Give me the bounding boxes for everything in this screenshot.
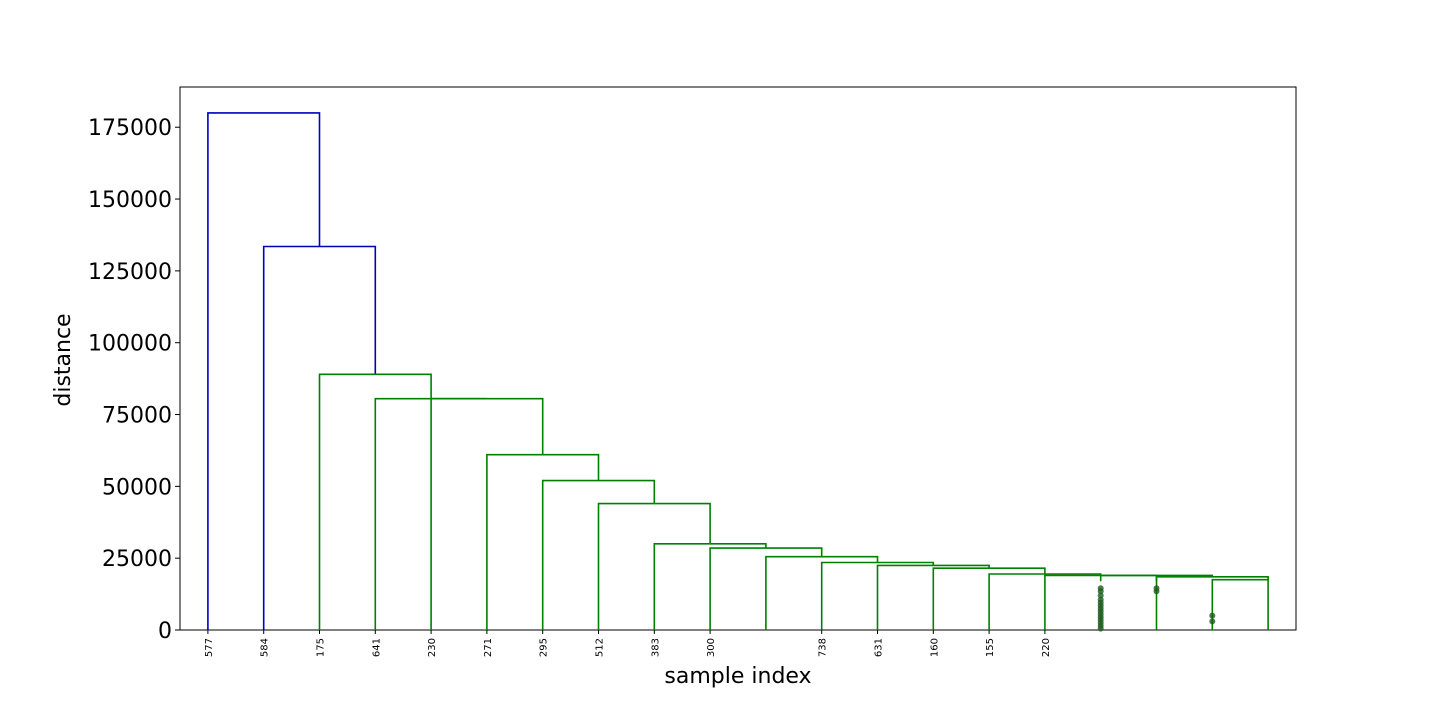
x-tick-label: 160 xyxy=(929,638,940,657)
dendrogram-link xyxy=(932,567,1046,630)
dendrogram-link xyxy=(653,542,767,630)
dendrogram-links xyxy=(207,112,1269,630)
x-axis-label: sample index xyxy=(664,664,811,689)
dendrogram-link xyxy=(486,453,600,630)
dendrogram-link xyxy=(597,502,711,630)
y-axis-label: distance xyxy=(51,313,76,406)
x-tick-label: 577 xyxy=(204,638,215,657)
plot-area xyxy=(179,86,1297,631)
leaf-dots xyxy=(1097,585,1216,632)
x-tick-label: 512 xyxy=(595,638,606,657)
x-tick-label: 738 xyxy=(818,638,829,657)
x-tick-label: 300 xyxy=(706,638,717,657)
dendrogram-link xyxy=(207,112,321,630)
leaf-dot xyxy=(1209,618,1216,625)
x-tick-label: 220 xyxy=(1041,638,1052,657)
y-axis-ticks: 0 25000 50000 75000 100000 125000 150000 175000 xyxy=(88,116,180,644)
leaf-dot xyxy=(1097,592,1104,599)
x-tick-label: 271 xyxy=(483,638,494,657)
x-axis-ticks: 577 584 175 641 230 271 295 512 383 300 738 631 160 1… xyxy=(204,630,1052,657)
leaf-dot xyxy=(1097,588,1104,595)
x-tick-label: 175 xyxy=(316,638,327,657)
y-tick-label: 0 xyxy=(158,619,172,644)
dendrogram-link xyxy=(1211,578,1269,630)
leaf-dot xyxy=(1153,588,1160,595)
dendrogram-link xyxy=(765,555,879,630)
y-tick-label: 100000 xyxy=(88,332,172,357)
dendrogram-link xyxy=(430,397,487,630)
dendrogram-link xyxy=(876,564,990,630)
y-tick-label: 50000 xyxy=(102,475,172,500)
x-tick-label: 295 xyxy=(539,638,550,657)
x-tick-label: 631 xyxy=(874,638,885,657)
dendrogram-link xyxy=(820,561,935,630)
dendrogram-link xyxy=(541,479,656,630)
y-tick-label: 175000 xyxy=(88,116,172,141)
leaf-dot xyxy=(1209,612,1216,619)
y-tick-label: 125000 xyxy=(88,260,172,285)
x-tick-label: 383 xyxy=(650,638,661,657)
y-tick-label: 25000 xyxy=(102,547,172,572)
y-tick-label: 150000 xyxy=(88,188,172,213)
x-tick-label: 230 xyxy=(427,638,438,657)
dendrogram-link xyxy=(318,373,432,630)
dendrogram-link xyxy=(262,245,377,630)
x-tick-label: 641 xyxy=(371,638,382,657)
x-tick-label: 155 xyxy=(985,638,996,657)
dendrogram-link xyxy=(709,547,823,630)
y-tick-label: 75000 xyxy=(102,404,172,429)
leaf-dot xyxy=(1097,625,1104,632)
dendrogram-link xyxy=(1155,575,1269,630)
x-tick-label: 584 xyxy=(260,638,271,657)
